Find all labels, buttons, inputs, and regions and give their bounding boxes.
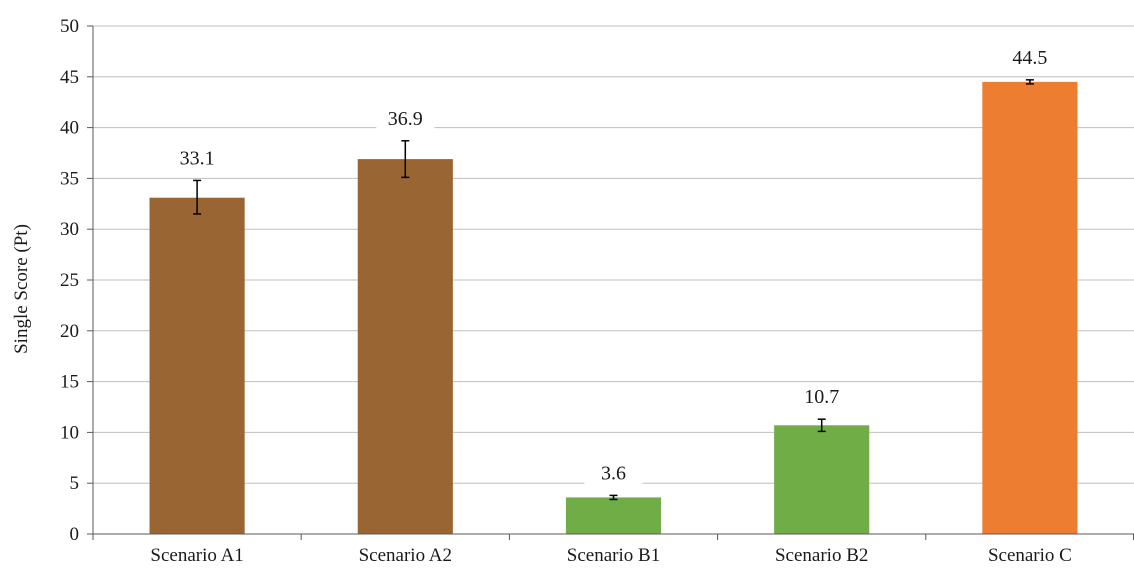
data-label: 44.5 <box>1012 47 1047 69</box>
y-tick-label: 10 <box>60 422 79 443</box>
x-category-label: Scenario A1 <box>150 545 243 566</box>
data-label-background <box>792 384 851 411</box>
data-label: 10.7 <box>804 386 839 408</box>
y-tick-label: 25 <box>60 270 79 291</box>
error-bars <box>193 79 1034 501</box>
y-tick-label: 35 <box>60 168 79 189</box>
data-label-background <box>584 460 643 487</box>
y-tick-label: 5 <box>70 473 80 494</box>
y-tick-label: 0 <box>70 524 80 545</box>
gridlines <box>93 25 1134 484</box>
x-category-label: Scenario B2 <box>775 545 868 566</box>
bar <box>565 497 662 534</box>
data-label: 33.1 <box>180 147 215 169</box>
y-tick-label: 45 <box>60 67 79 88</box>
bar <box>774 425 870 534</box>
bar <box>357 159 453 534</box>
y-tick-label: 15 <box>60 372 79 393</box>
data-label-background <box>168 145 227 172</box>
x-category-label: Scenario C <box>988 545 1072 566</box>
y-tick-label: 40 <box>60 118 79 139</box>
axes <box>87 25 1134 540</box>
x-category-label: Scenario B1 <box>567 545 660 566</box>
y-tick-label: 30 <box>60 219 79 240</box>
data-label: 36.9 <box>388 108 423 130</box>
y-tick-label: 20 <box>60 321 79 342</box>
y-axis-title: Single Score (Pt) <box>11 224 32 354</box>
bars <box>149 81 1078 535</box>
data-label: 3.6 <box>601 462 626 484</box>
bar <box>982 81 1078 534</box>
x-category-label: Scenario A2 <box>359 545 452 566</box>
bar <box>149 197 245 535</box>
y-tick-label: 50 <box>60 16 79 37</box>
data-label-background <box>376 105 435 132</box>
data-label-background <box>1000 44 1059 71</box>
labels: 0 5 10 15 20 25 30 35 40 45 50 33.1 Scenario A1 36.9 S… <box>60 16 1072 566</box>
